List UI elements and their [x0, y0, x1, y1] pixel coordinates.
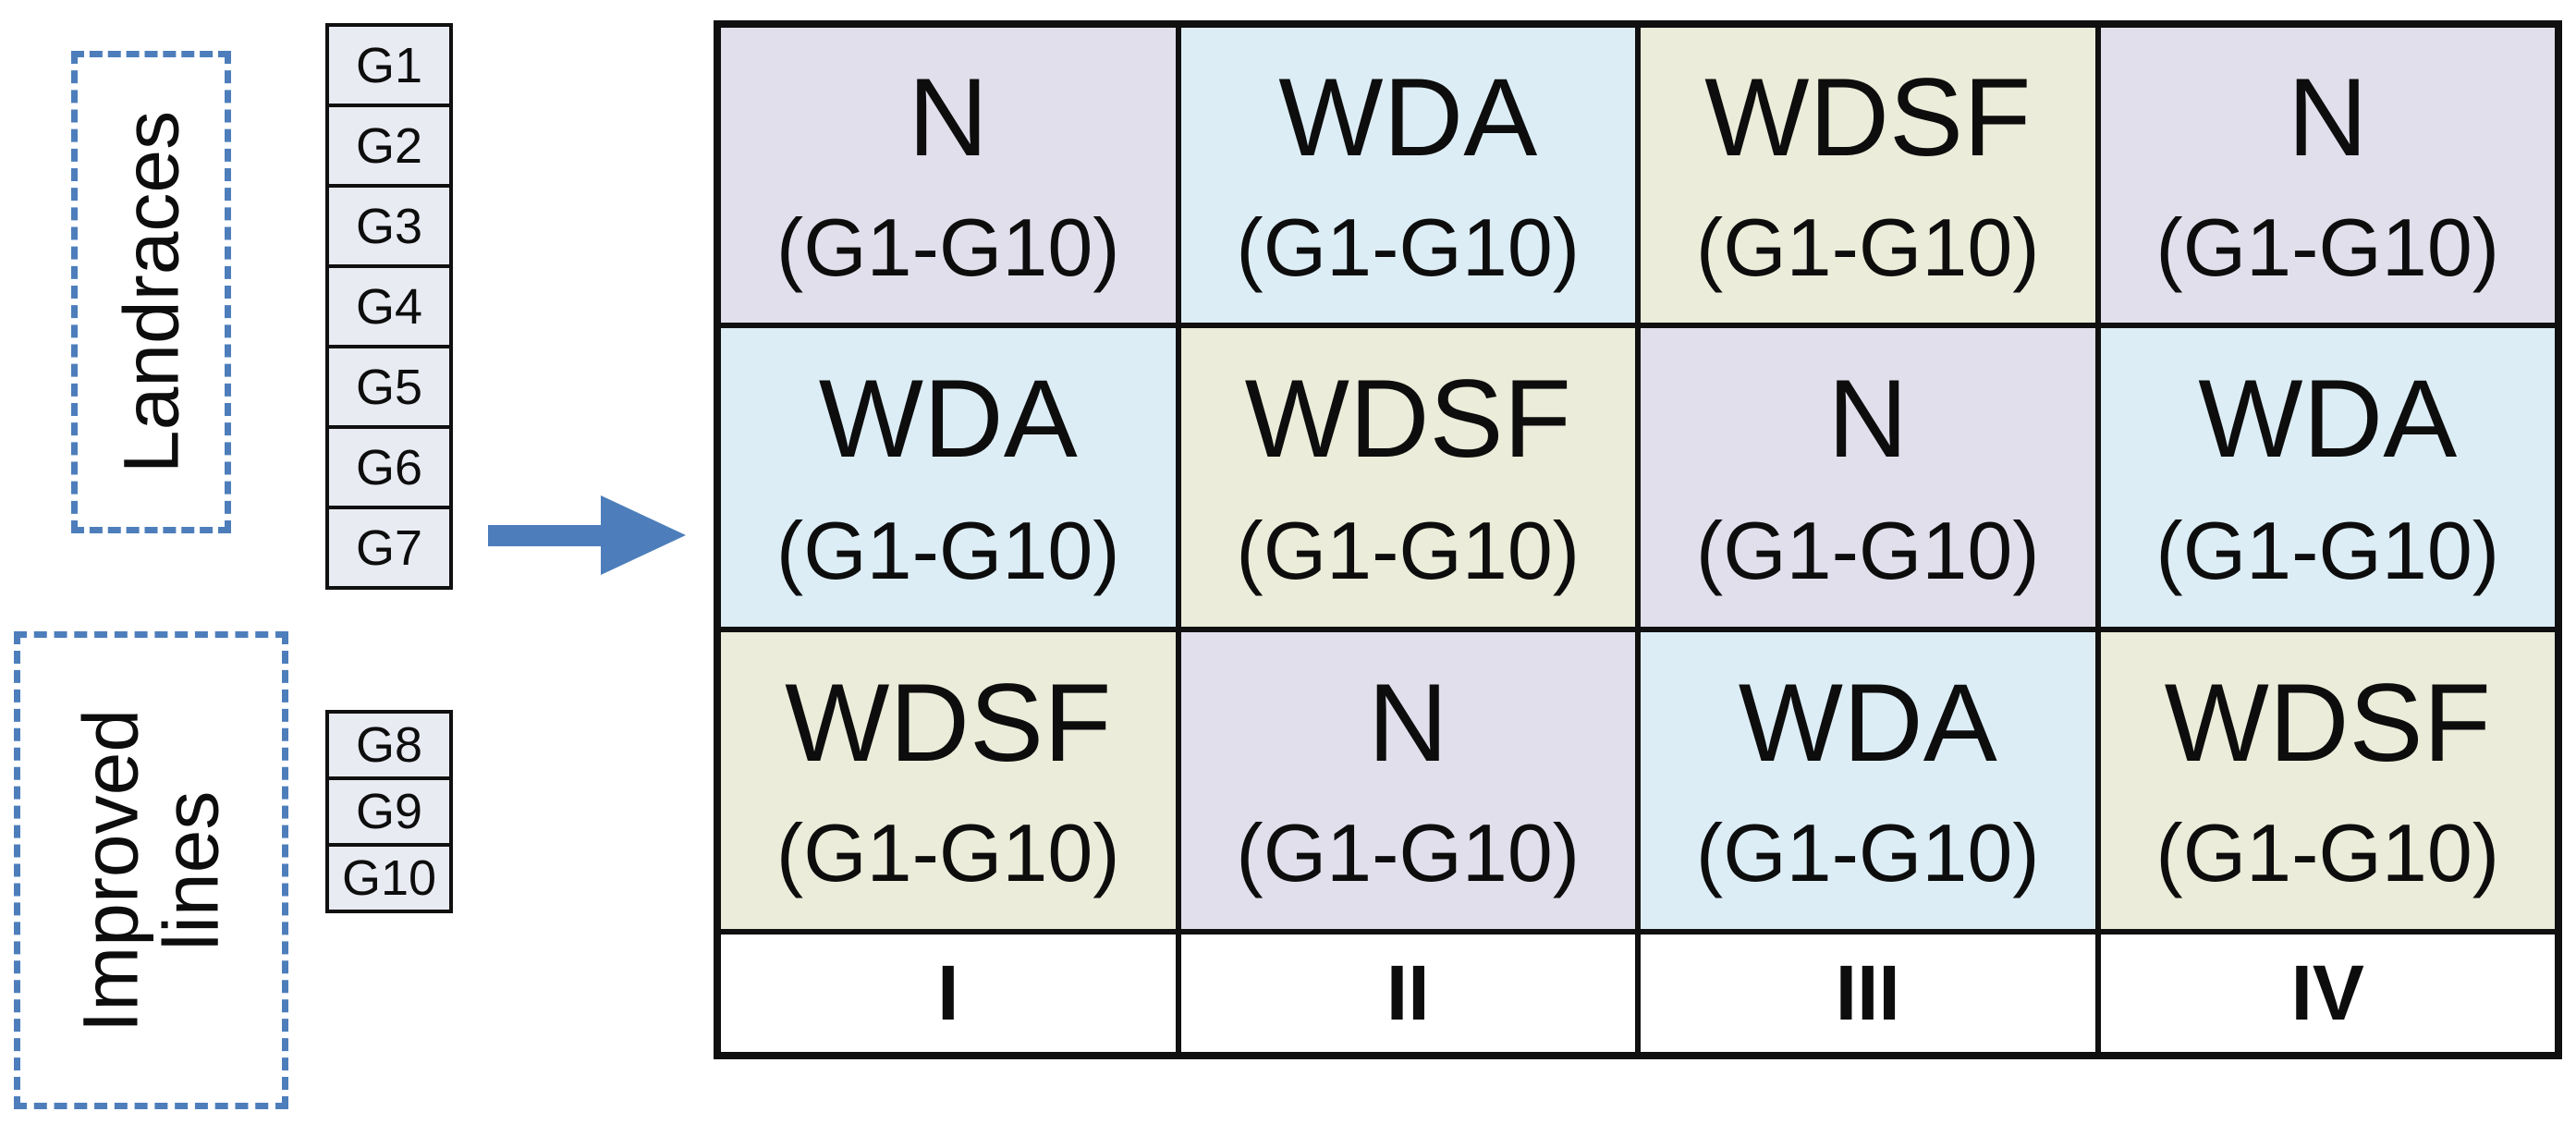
genotype-range: (G1-G10): [2155, 202, 2500, 293]
replicate-label-IV: IV: [2100, 935, 2555, 1052]
treatment-cell-r2c2: WDSF (G1-G10): [1180, 328, 1635, 627]
genotype-cell-g10: G10: [325, 843, 453, 913]
genotype-cell-g2: G2: [325, 104, 453, 188]
improved-lines-group-box: Improved lines: [14, 631, 288, 1109]
treatment-code: N: [2287, 55, 2368, 179]
replicate-label-II: II: [1180, 935, 1635, 1052]
genotype-cell-g7: G7: [325, 506, 453, 590]
treatment-code: WDA: [2198, 357, 2458, 482]
landraces-label: Landraces: [106, 110, 194, 474]
treatment-cell-r1c3: WDSF (G1-G10): [1641, 28, 2095, 323]
treatment-cell-r2c4: WDA (G1-G10): [2100, 328, 2555, 627]
genotype-cell-g8: G8: [325, 710, 453, 780]
genotype-cell-g5: G5: [325, 345, 453, 429]
treatment-code: WDA: [818, 357, 1078, 482]
treatment-code: N: [908, 55, 989, 179]
replicate-label-I: I: [721, 935, 1176, 1052]
genotype-range: (G1-G10): [775, 807, 1120, 899]
genotype-cell-g9: G9: [325, 776, 453, 847]
treatment-code: WDSF: [1244, 357, 1571, 482]
treatment-cell-r3c3: WDA (G1-G10): [1641, 632, 2095, 929]
genotype-cell-g6: G6: [325, 425, 453, 509]
genotype-range: (G1-G10): [1236, 504, 1581, 596]
treatment-code: WDA: [1278, 55, 1538, 179]
treatment-grid: N (G1-G10) WDA (G1-G10) WDSF (G1-G10) N (G1-G10…: [714, 20, 2562, 1059]
genotype-range: (G1-G10): [1695, 202, 2040, 293]
genotype-cell-g4: G4: [325, 264, 453, 348]
treatment-cell-r1c1: N (G1-G10): [721, 28, 1176, 323]
improved-lines-label: Improved lines: [67, 708, 235, 1032]
genotype-range: (G1-G10): [1236, 807, 1581, 899]
treatment-cell-r1c2: WDA (G1-G10): [1180, 28, 1635, 323]
treatment-cell-r2c3: N (G1-G10): [1641, 328, 2095, 627]
genotype-range: (G1-G10): [2155, 807, 2500, 899]
treatment-code: N: [1827, 357, 1909, 482]
treatment-code: N: [1367, 660, 1448, 785]
genotype-range: (G1-G10): [1695, 807, 2040, 899]
treatment-cell-r3c1: WDSF (G1-G10): [721, 632, 1176, 929]
genotype-range: (G1-G10): [775, 202, 1120, 293]
genotype-cell-g1: G1: [325, 23, 453, 107]
replicate-label-III: III: [1641, 935, 2095, 1052]
treatment-code: WDSF: [1704, 55, 2032, 179]
genotype-cell-g3: G3: [325, 184, 453, 268]
treatment-cell-r1c4: N (G1-G10): [2100, 28, 2555, 323]
genotype-range: (G1-G10): [775, 504, 1120, 596]
treatment-cell-r3c4: WDSF (G1-G10): [2100, 632, 2555, 929]
treatment-cell-r3c2: N (G1-G10): [1180, 632, 1635, 929]
genotype-range: (G1-G10): [2155, 504, 2500, 596]
genotype-stack-landraces: G1 G2 G3 G4 G5 G6 G7: [325, 23, 453, 590]
genotype-stack-improved: G8 G9 G10: [325, 710, 453, 913]
treatment-code: WDA: [1738, 660, 1997, 785]
genotype-range: (G1-G10): [1695, 504, 2040, 596]
treatment-code: WDSF: [785, 660, 1112, 785]
right-arrow-icon: [488, 495, 686, 575]
genotype-range: (G1-G10): [1236, 202, 1581, 293]
treatment-code: WDSF: [2164, 660, 2491, 785]
landraces-group-box: Landraces: [71, 51, 231, 533]
treatment-cell-r2c1: WDA (G1-G10): [721, 328, 1176, 627]
